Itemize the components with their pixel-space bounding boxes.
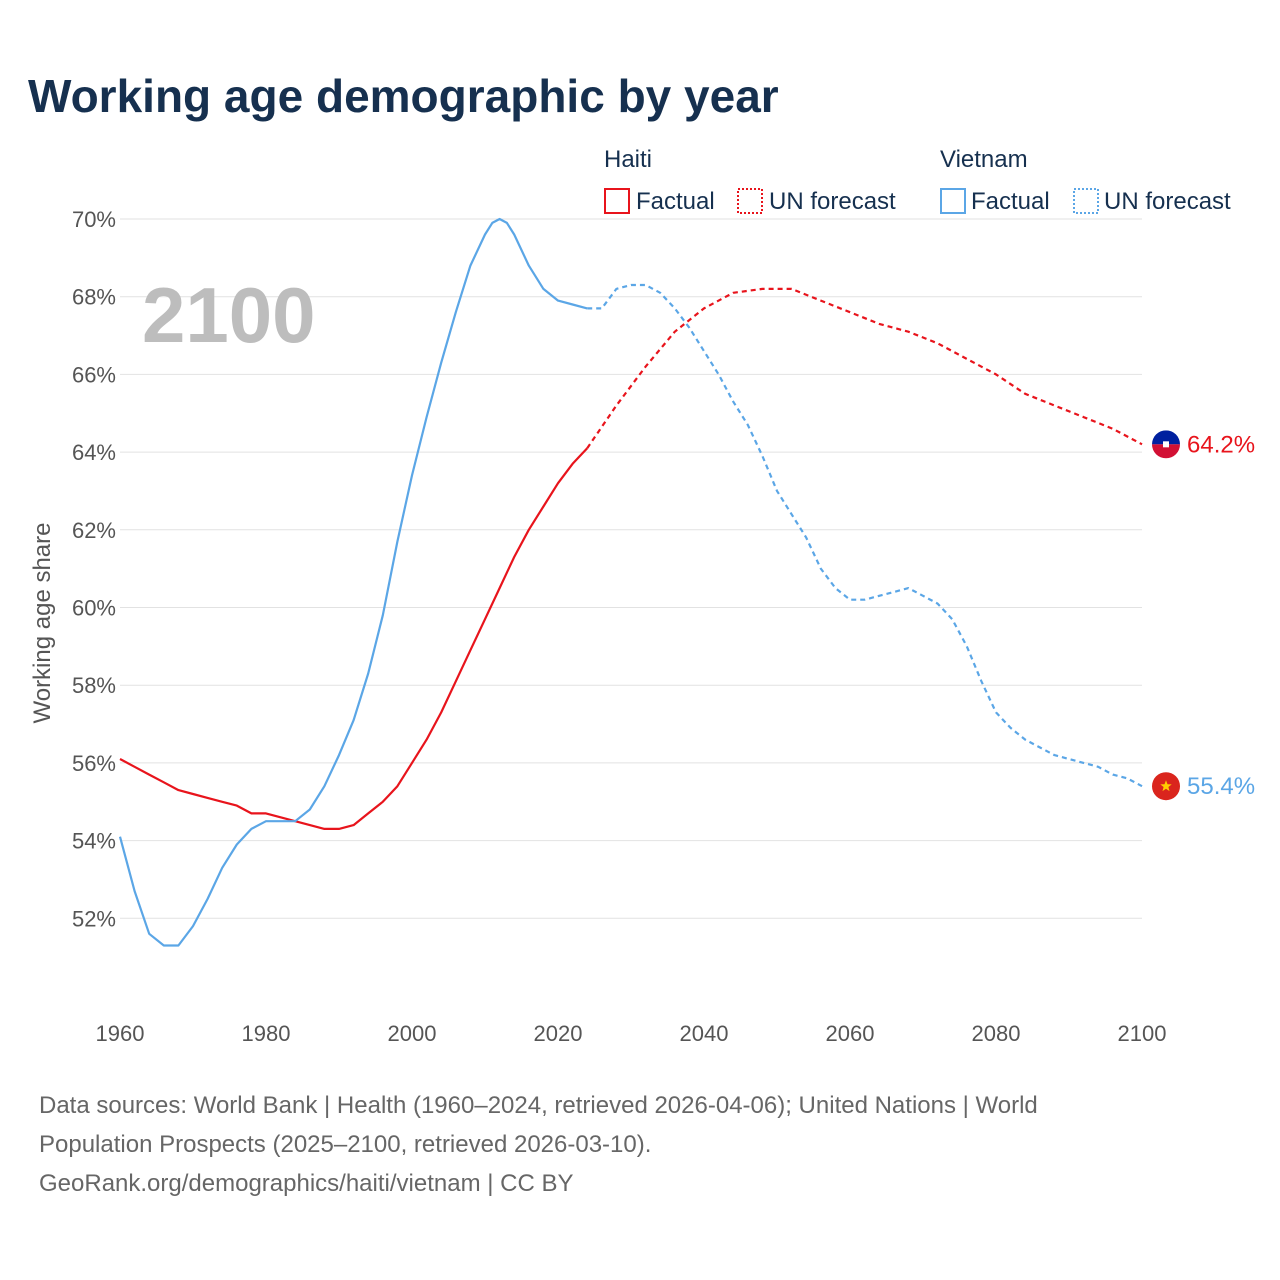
y-tick-label: 70% <box>72 207 116 232</box>
y-axis-title: Working age share <box>29 523 56 724</box>
x-tick-label: 2040 <box>680 1021 729 1046</box>
y-tick-label: 56% <box>72 751 116 776</box>
year-watermark: 2100 <box>142 271 316 359</box>
y-tick-label: 60% <box>72 596 116 621</box>
series-endpoints: 64.2% 55.4% <box>1152 430 1255 801</box>
legend-group-vietnam: Vietnam <box>940 146 1028 173</box>
legend-label-vietnam-factual: Factual <box>971 188 1050 215</box>
y-tick-label: 64% <box>72 440 116 465</box>
x-axis-ticks: 1960 1980 2000 2020 2040 2060 2080 2100 <box>96 1021 1167 1046</box>
legend-swatch-haiti-factual <box>604 188 630 214</box>
series-vietnam-factual-line <box>118 217 588 947</box>
series-haiti-factual-line <box>119 447 589 831</box>
end-label-vietnam: 55.4% <box>1187 773 1255 800</box>
source-line-2: Population Prospects (2025–2100, retriev… <box>39 1131 651 1158</box>
flag-haiti-icon <box>1152 430 1180 459</box>
x-tick-label: 2080 <box>972 1021 1021 1046</box>
series-lines <box>118 217 1143 947</box>
legend-label-vietnam-forecast: UN forecast <box>1104 188 1231 215</box>
y-tick-label: 58% <box>72 673 116 698</box>
legend-swatch-haiti-forecast <box>737 188 763 214</box>
y-tick-label: 62% <box>72 518 116 543</box>
x-tick-label: 2100 <box>1118 1021 1167 1046</box>
chart-title: Working age demographic by year <box>28 70 779 122</box>
y-tick-label: 52% <box>72 906 116 931</box>
y-tick-label: 54% <box>72 829 116 854</box>
x-tick-label: 2000 <box>388 1021 437 1046</box>
x-tick-label: 1980 <box>242 1021 291 1046</box>
series-vietnam-forecast-line <box>587 283 1143 788</box>
series-haiti-forecast-line <box>586 287 1143 449</box>
x-tick-label: 1960 <box>96 1021 145 1046</box>
flag-vietnam-icon <box>1152 772 1180 801</box>
source-line-3: GeoRank.org/demographics/haiti/vietnam |… <box>39 1170 573 1197</box>
end-label-haiti: 64.2% <box>1187 431 1255 458</box>
legend: Haiti Factual UN forecast Vietnam Factua… <box>604 146 1231 215</box>
legend-swatch-vietnam-factual <box>940 188 966 214</box>
legend-label-haiti-factual: Factual <box>636 188 715 215</box>
x-tick-label: 2020 <box>534 1021 583 1046</box>
legend-swatch-vietnam-forecast <box>1073 188 1099 214</box>
y-axis-ticks: 52% 54% 56% 58% 60% 62% 64% 66% 68% 70% <box>72 207 116 931</box>
gridlines <box>120 218 1142 919</box>
y-tick-label: 66% <box>72 362 116 387</box>
legend-label-haiti-forecast: UN forecast <box>769 188 896 215</box>
legend-group-haiti: Haiti <box>604 146 652 173</box>
x-tick-label: 2060 <box>826 1021 875 1046</box>
y-tick-label: 68% <box>72 285 116 310</box>
source-line-1: Data sources: World Bank | Health (1960–… <box>39 1092 1038 1119</box>
